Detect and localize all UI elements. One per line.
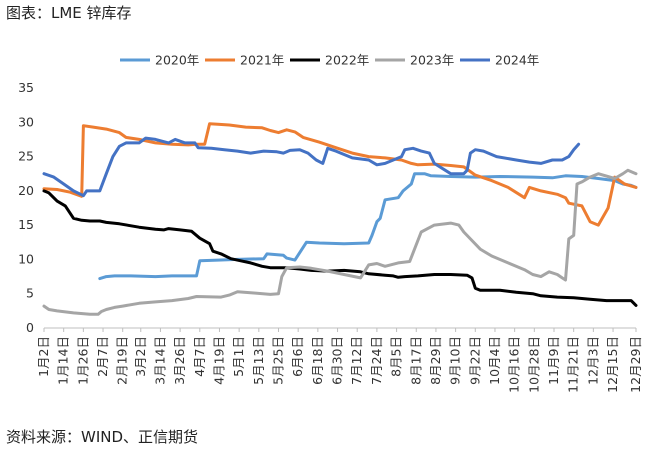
source-note: 资料来源：WIND、正信期货 (6, 428, 199, 446)
x-axis: 1月2日 1月14日 1月26日 2月7日 2月19日 3月2日 3月14日 3月26日 4月7… (36, 327, 643, 393)
series-line-2021年 (42, 122, 638, 227)
y-tick-label: 0 (26, 320, 34, 335)
x-tick-label: 1月26日 (75, 336, 90, 385)
x-tick-label: 5月1日 (231, 336, 246, 377)
x-tick-label: 3月26日 (172, 336, 187, 385)
x-tick-label: 12月29日 (628, 336, 643, 393)
x-tick-label: 10月28日 (526, 336, 541, 393)
legend: 2020年 2021年 2022年 2023年 2024年 (120, 53, 539, 68)
x-tick-label: 8月17日 (408, 336, 423, 385)
x-tick-label: 1月14日 (56, 336, 71, 385)
legend-label: 2023年 (410, 53, 454, 68)
y-tick-label: 35 (18, 80, 34, 95)
x-tick-label: 8月29日 (428, 336, 443, 385)
x-tick-label: 2月7日 (95, 336, 110, 377)
x-tick-label: 4月19日 (211, 336, 226, 385)
y-tick-label: 20 (18, 183, 34, 198)
x-tick-label: 4月7日 (192, 336, 207, 377)
x-tick-label: 9月10日 (448, 336, 463, 385)
x-tick-label: 9月22日 (467, 336, 482, 385)
x-tick-label: 12月3日 (585, 336, 600, 385)
x-tick-label: 7月12日 (349, 336, 364, 385)
x-tick-label: 12月15日 (605, 336, 620, 393)
legend-label: 2024年 (495, 53, 539, 68)
x-tick-label: 5月25日 (271, 336, 286, 385)
series-line-2024年 (42, 136, 581, 198)
x-tick-label: 6月6日 (290, 336, 305, 377)
series-line-2022年 (42, 189, 638, 307)
x-tick-label: 6月18日 (310, 336, 325, 385)
y-tick-label: 5 (26, 286, 34, 301)
x-tick-label: 2月19日 (115, 336, 130, 385)
x-tick-label: 6月30日 (330, 336, 345, 385)
x-tick-label: 3月14日 (152, 336, 167, 385)
y-tick-label: 25 (18, 149, 34, 164)
x-tick-label: 3月2日 (133, 336, 148, 377)
x-tick-label: 1月2日 (36, 336, 51, 377)
x-tick-label: 11月9日 (546, 336, 561, 385)
legend-label: 2022年 (325, 53, 369, 68)
x-tick-label: 5月13日 (251, 336, 266, 385)
y-tick-label: 15 (18, 217, 34, 232)
x-tick-label: 11月21日 (566, 336, 581, 393)
x-tick-label: 7月24日 (369, 336, 384, 385)
y-tick-label: 30 (18, 114, 34, 129)
legend-label: 2021年 (240, 53, 284, 68)
y-tick-label: 10 (18, 251, 34, 266)
series-group (42, 122, 638, 316)
y-axis: 0 5 10 15 20 25 30 35 (18, 80, 34, 335)
page-title: 图表：LME 锌库存 (6, 4, 132, 22)
x-tick-label: 10月4日 (487, 336, 502, 385)
series-line-2020年 (98, 172, 638, 281)
legend-label: 2020年 (155, 53, 199, 68)
x-tick-label: 10月16日 (507, 336, 522, 393)
x-tick-label: 8月5日 (389, 336, 404, 377)
series-line-2023年 (42, 168, 638, 316)
